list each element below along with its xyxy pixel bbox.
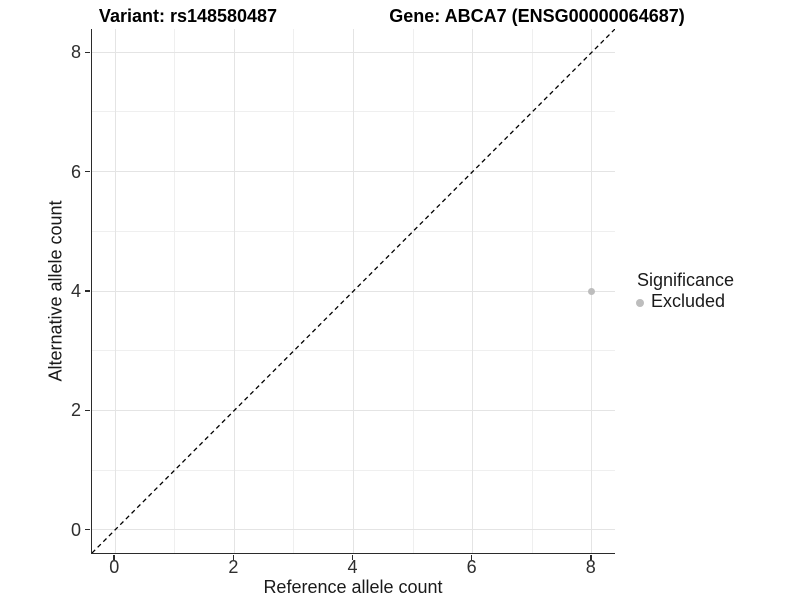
y-tick-label: 6 [70,161,81,182]
y-tick-label: 4 [70,281,81,301]
x-tick-label: 6 [466,557,477,577]
major-gridline-y [92,171,615,173]
legend-item-label: Excluded [651,291,726,311]
major-gridline-y [92,51,615,53]
y-axis-label: Alternative allele count [45,200,66,382]
x-tick-label: 2 [228,557,239,577]
x-tick-mark [113,554,115,560]
x-tick-mark [351,554,354,560]
x-tick-mark [590,554,592,560]
major-gridline-y [92,409,615,411]
data-point [588,287,596,295]
y-tick-mark [84,528,90,531]
legend-title: Significance [637,270,735,290]
y-tick-mark [84,290,90,292]
plot-panel [91,29,615,554]
gene-title: Gene: ABCA7 (ENSG00000064687) [389,6,685,26]
major-gridline-y [92,529,615,531]
y-tick-mark [84,170,90,173]
x-tick-mark [470,554,473,560]
excluded-point-icon [636,299,644,307]
variant-title: Variant: rs148580487 [98,6,278,26]
x-tick-label: 8 [585,557,596,577]
y-tick-mark [84,51,90,54]
x-axis-label: Reference allele count [263,577,443,597]
identity-line [92,29,615,553]
y-tick-label: 0 [70,519,81,540]
y-tick-label: 8 [70,42,81,63]
y-tick-label: 2 [70,400,81,421]
y-tick-mark [84,409,90,412]
x-tick-mark [232,554,235,560]
x-tick-label: 4 [347,557,358,577]
x-tick-label: 0 [109,557,120,577]
